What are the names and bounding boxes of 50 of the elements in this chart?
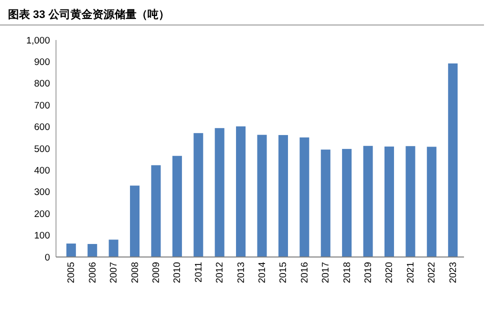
x-tick-label: 2009 xyxy=(150,262,162,284)
bar xyxy=(172,156,182,257)
bar xyxy=(88,244,98,257)
bar xyxy=(236,126,246,257)
bar xyxy=(426,146,436,257)
bar xyxy=(320,150,330,257)
x-tick-label: 2012 xyxy=(214,262,226,284)
bar xyxy=(363,146,373,257)
y-tick-label: 700 xyxy=(34,100,50,112)
bar xyxy=(66,244,76,257)
y-tick-label: 300 xyxy=(34,187,50,198)
bar xyxy=(194,133,204,257)
x-tick-label: 2006 xyxy=(87,262,98,284)
x-tick-label: 2010 xyxy=(172,262,184,284)
bar xyxy=(448,63,458,257)
x-tick-label: 2015 xyxy=(278,262,290,284)
x-tick-label: 2023 xyxy=(448,262,459,284)
y-tick-label: 600 xyxy=(34,122,50,134)
x-tick-label: 2016 xyxy=(299,262,310,284)
y-tick-label: 100 xyxy=(34,230,50,242)
y-tick-label: 1,000 xyxy=(26,35,50,46)
bar xyxy=(342,148,352,257)
x-tick-label: 2011 xyxy=(193,262,204,282)
y-tick-label: 900 xyxy=(34,57,50,68)
x-tick-label: 2008 xyxy=(130,262,141,284)
bar xyxy=(300,137,310,257)
x-tick-label: 2019 xyxy=(363,262,374,284)
y-tick-label: 200 xyxy=(34,208,50,220)
bar xyxy=(257,134,267,257)
x-tick-label: 2014 xyxy=(257,262,268,284)
x-tick-label: 2022 xyxy=(426,262,438,284)
x-tick-label: 2007 xyxy=(108,262,120,284)
x-tick-label: 2017 xyxy=(320,262,332,284)
y-tick-label: 500 xyxy=(34,144,50,155)
y-tick-label: 800 xyxy=(34,78,50,90)
bar xyxy=(130,186,140,257)
bar xyxy=(214,128,224,257)
y-tick-label: 0 xyxy=(44,252,50,264)
bar xyxy=(406,146,416,257)
bar xyxy=(278,135,288,257)
chart-title: 图表 33 公司黄金资源储量（吨） xyxy=(8,8,170,21)
bar xyxy=(151,165,161,257)
bar xyxy=(108,240,118,257)
x-tick-label: 2018 xyxy=(342,262,353,284)
bar xyxy=(384,146,394,257)
x-tick-label: 2005 xyxy=(66,262,78,284)
x-tick-label: 2021 xyxy=(405,262,416,284)
y-tick-label: 400 xyxy=(34,166,50,177)
x-tick-label: 2013 xyxy=(236,262,247,284)
x-tick-label: 2020 xyxy=(384,262,396,284)
